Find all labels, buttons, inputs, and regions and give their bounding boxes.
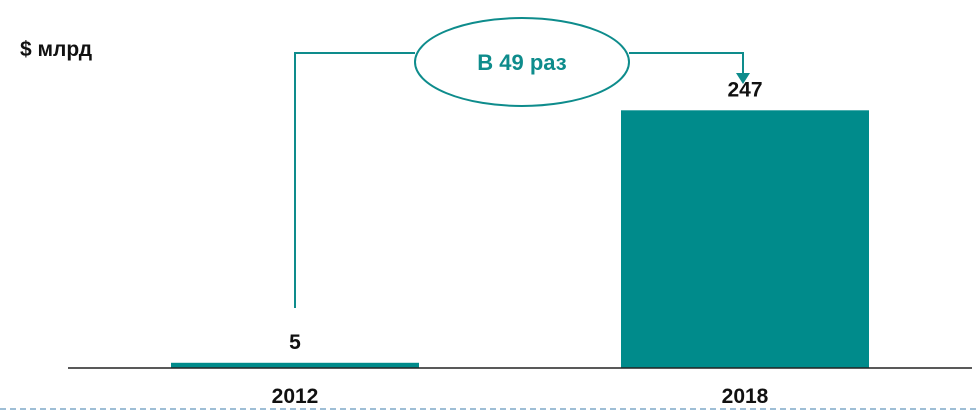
data-label-2018: 247 xyxy=(727,78,762,101)
annotation-connector-right xyxy=(629,52,744,74)
annotation-ellipse xyxy=(414,17,630,107)
annotation-arrowhead xyxy=(736,73,750,84)
annotation-text: В 49 раз xyxy=(477,50,567,75)
unit-label: $ млрд xyxy=(20,38,93,61)
annotation-connector-left xyxy=(294,52,415,308)
data-label-2012: 5 xyxy=(289,331,301,354)
bar-2018 xyxy=(621,110,869,369)
x-tick-label-2012: 2012 xyxy=(272,385,319,408)
x-tick-label-2018: 2018 xyxy=(722,385,769,408)
bar-2012 xyxy=(171,362,419,368)
